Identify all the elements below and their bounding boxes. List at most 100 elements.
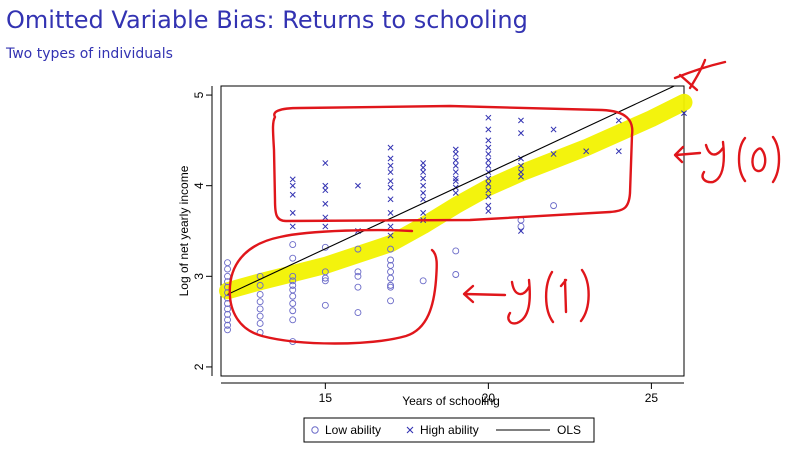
annotation-y1-label	[507, 268, 590, 325]
low-ability-point	[452, 247, 460, 255]
plot-frame	[220, 85, 685, 377]
slide-subtitle: Two types of individuals	[6, 46, 173, 62]
low-ability-point	[387, 283, 394, 291]
high-ability-point	[518, 162, 524, 169]
high-ability-point	[289, 182, 296, 189]
high-ability-point	[485, 187, 492, 194]
low-ability-point	[550, 202, 558, 210]
high-ability-point	[485, 180, 492, 187]
low-ability-point	[387, 256, 394, 264]
low-ability-point	[387, 297, 394, 305]
low-ability-point	[289, 241, 297, 249]
low-ability-point	[452, 271, 460, 278]
high-ability-point	[387, 209, 394, 216]
high-ability-point	[485, 162, 492, 169]
y-tick-label: 2	[192, 363, 206, 370]
x-tick-label: 20	[482, 391, 496, 405]
high-ability-point	[518, 228, 524, 234]
low-ability-point	[289, 300, 297, 307]
high-ability-point	[452, 169, 459, 176]
high-ability-point	[485, 151, 492, 157]
high-ability-point	[322, 160, 329, 166]
y-tick-label: 4	[192, 182, 206, 189]
high-ability-point	[452, 162, 459, 169]
low-ability-point	[419, 277, 427, 285]
low-ability-point	[354, 245, 362, 253]
high-ability-point	[289, 191, 296, 198]
low-ability-point	[256, 290, 264, 298]
low-ability-point	[289, 286, 297, 294]
annotation-x-mark	[673, 58, 727, 92]
high-ability-point	[420, 169, 427, 176]
ols-line	[227, 85, 675, 295]
high-ability-point	[420, 160, 427, 166]
low-ability-point	[354, 272, 362, 280]
annotation-low-ability-oval	[228, 228, 438, 345]
low-ability-point	[289, 316, 297, 324]
high-ability-point	[322, 223, 329, 230]
high-ability-point	[322, 187, 329, 194]
annotation-y0-label	[701, 135, 781, 184]
low-ability-point	[387, 281, 394, 289]
high-ability-point	[387, 232, 394, 239]
high-ability-point	[420, 209, 427, 216]
high-ability-point	[452, 175, 459, 182]
high-ability-point	[518, 117, 524, 124]
high-ability-point	[485, 144, 492, 151]
low-ability-point	[354, 268, 362, 276]
low-ability-point	[387, 268, 394, 276]
high-ability-point	[485, 202, 492, 209]
arrow-y0	[673, 145, 702, 164]
high-ability-point	[289, 223, 296, 230]
high-ability-point	[322, 200, 329, 207]
high-ability-point	[420, 182, 427, 189]
low-ability-point	[354, 283, 362, 291]
high-ability-point	[452, 178, 459, 185]
legend-ols-label: OLS	[557, 423, 581, 437]
low-ability-point	[256, 319, 264, 327]
high-ability-point	[452, 189, 459, 196]
high-ability-point	[420, 175, 427, 182]
slide-title: Omitted Variable Bias: Returns to school…	[6, 6, 528, 34]
low-ability-point	[387, 245, 394, 253]
low-ability-point	[224, 316, 231, 324]
high-ability-point	[452, 146, 459, 153]
low-ability-point	[224, 259, 231, 267]
high-ability-point	[452, 151, 459, 157]
high-ability-point	[387, 162, 394, 169]
legend-high-ability-label: High ability	[420, 423, 479, 437]
low-ability-point	[289, 254, 297, 262]
x-tick-label: 15	[319, 391, 333, 405]
low-ability-point	[224, 321, 231, 329]
high-ability-point	[387, 155, 394, 162]
low-ability-point	[289, 307, 297, 315]
legend-low-ability-marker	[311, 426, 319, 434]
high-ability-point	[485, 126, 492, 133]
low-ability-point	[256, 281, 264, 289]
low-ability-point	[321, 277, 329, 285]
high-ability-point	[387, 144, 394, 151]
low-ability-point	[321, 301, 329, 309]
high-ability-point	[485, 208, 492, 215]
low-ability-point	[256, 298, 264, 306]
x-tick-label: 25	[645, 391, 659, 405]
low-ability-point	[256, 305, 264, 313]
legend-low-ability-label: Low ability	[325, 423, 381, 437]
high-ability-point	[354, 182, 361, 189]
high-ability-point	[485, 137, 492, 144]
y-tick-label: 5	[192, 91, 206, 98]
high-ability-point	[518, 169, 524, 176]
high-ability-point	[452, 157, 459, 164]
low-ability-point	[224, 265, 231, 273]
high-ability-point	[550, 151, 557, 157]
low-ability-point	[256, 312, 264, 320]
high-ability-point	[387, 184, 394, 191]
high-ability-point	[485, 114, 492, 121]
annotation-high-ability-box	[271, 104, 634, 223]
high-ability-point	[322, 182, 329, 189]
legend-high-ability-marker	[406, 426, 414, 434]
high-ability-point	[518, 130, 524, 137]
low-ability-point	[224, 310, 231, 318]
high-ability-point	[420, 164, 427, 171]
